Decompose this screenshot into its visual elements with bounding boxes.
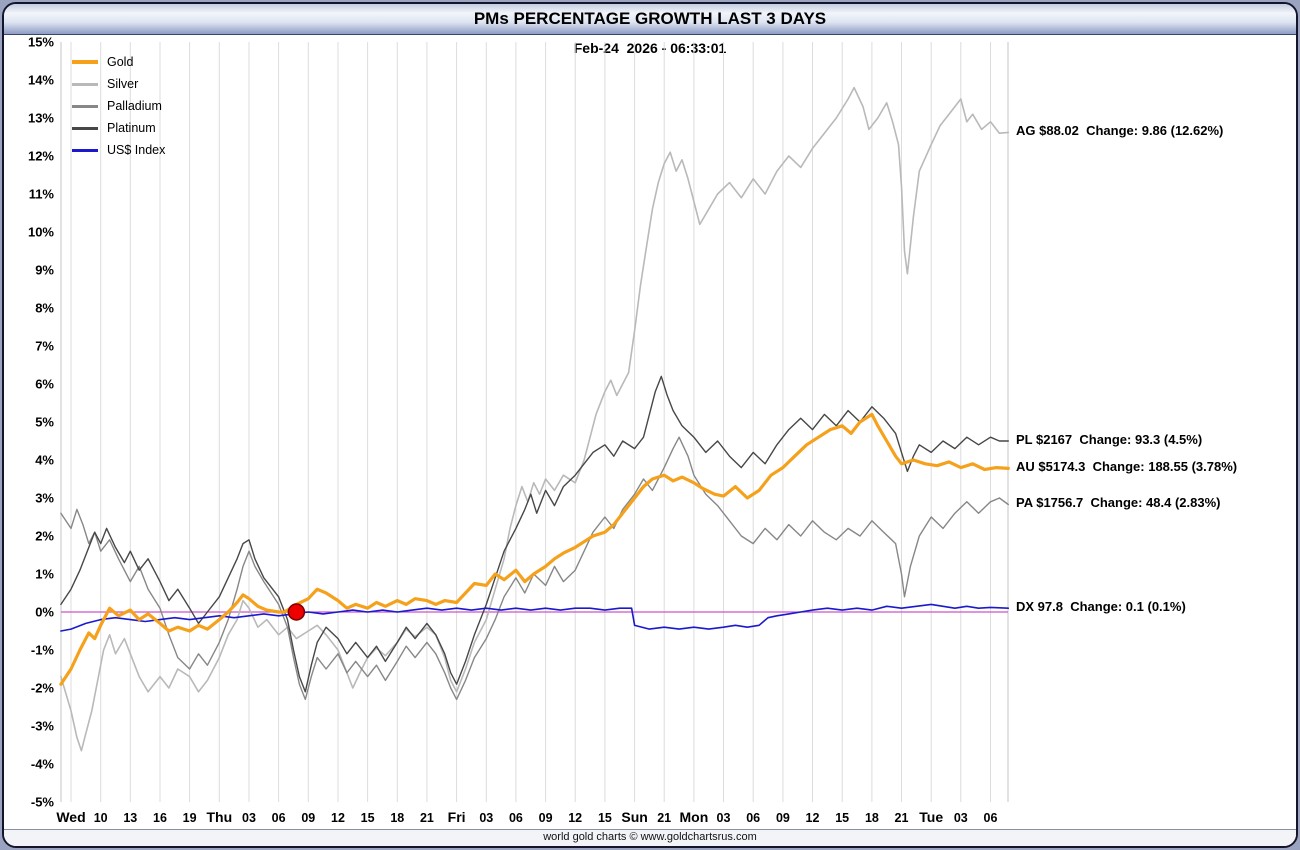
legend-swatch-gold bbox=[72, 60, 98, 64]
y-axis-label: -1% bbox=[31, 643, 55, 658]
legend-item-gold: Gold bbox=[72, 51, 165, 73]
y-axis-label: -2% bbox=[31, 681, 55, 696]
x-axis-label: 15 bbox=[835, 811, 849, 825]
x-axis-label: 06 bbox=[984, 811, 998, 825]
legend-label-usd-index: US$ Index bbox=[107, 143, 166, 157]
x-axis-label: Wed bbox=[56, 809, 85, 825]
x-axis-label: 09 bbox=[539, 811, 553, 825]
legend-item-palladium: Palladium bbox=[72, 95, 165, 117]
legend-item-platinum: Platinum bbox=[72, 117, 165, 139]
y-axis-label: -5% bbox=[31, 795, 55, 810]
x-axis-label: 13 bbox=[123, 811, 137, 825]
x-axis-label: 18 bbox=[865, 811, 879, 825]
x-axis-label: 09 bbox=[301, 811, 315, 825]
y-axis-label: 6% bbox=[35, 377, 54, 392]
y-axis-label: 11% bbox=[29, 187, 55, 202]
x-axis-label: 10 bbox=[94, 811, 108, 825]
plot-area: 15% 14% 13% 12% 11% 10% 9% 8% 7% 6% 5% 4% 3% 2% 1% 0% -1… bbox=[28, 35, 1010, 825]
series-end-label: DX 97.8 Change: 0.1 (0.1%) bbox=[1016, 599, 1186, 615]
x-axis-label: 12 bbox=[568, 811, 582, 825]
y-axis-label: 3% bbox=[35, 491, 54, 506]
x-axis-label: 06 bbox=[509, 811, 523, 825]
y-axis-label: 12% bbox=[28, 149, 54, 164]
x-axis-label: 03 bbox=[479, 811, 493, 825]
x-axis-label: Tue bbox=[919, 809, 943, 825]
x-axis-label: 15 bbox=[361, 811, 375, 825]
legend-label-platinum: Platinum bbox=[107, 121, 156, 135]
y-axis-label: 5% bbox=[35, 415, 54, 430]
legend-swatch-palladium bbox=[72, 104, 98, 108]
y-axis-label: 0% bbox=[35, 605, 54, 620]
y-axis-label: -3% bbox=[31, 719, 55, 734]
series-end-label: PA $1756.7 Change: 48.4 (2.83%) bbox=[1016, 495, 1221, 511]
y-axis-label: 13% bbox=[28, 111, 54, 126]
x-axis-label: Fri bbox=[448, 809, 466, 825]
x-axis-label: 21 bbox=[657, 811, 671, 825]
y-axis-label: 9% bbox=[35, 263, 54, 278]
legend-swatch-silver bbox=[72, 82, 98, 86]
x-axis-label: 19 bbox=[183, 811, 197, 825]
series-end-label: PL $2167 Change: 93.3 (4.5%) bbox=[1016, 432, 1203, 447]
x-axis-label: 12 bbox=[806, 811, 820, 825]
footer-credit: world gold charts © www.goldchartsrus.co… bbox=[4, 829, 1296, 846]
legend-label-palladium: Palladium bbox=[107, 99, 162, 113]
y-axis-label: -4% bbox=[31, 757, 55, 772]
y-axis-label: 1% bbox=[35, 567, 54, 582]
x-axis-label: 12 bbox=[331, 811, 345, 825]
y-axis-label: 15% bbox=[28, 35, 54, 50]
x-axis-label: 03 bbox=[954, 811, 968, 825]
series-line-silver bbox=[60, 86, 1010, 752]
x-axis-label: 21 bbox=[895, 811, 909, 825]
legend-label-gold: Gold bbox=[107, 55, 134, 69]
x-axis-label: 06 bbox=[746, 811, 760, 825]
x-axis-label: 09 bbox=[776, 811, 790, 825]
series-line-platinum bbox=[60, 375, 1009, 693]
y-axis-label: 7% bbox=[35, 339, 54, 354]
y-axis-label: 2% bbox=[35, 529, 54, 544]
legend: Gold Silver Palladium Platinum US$ Index bbox=[72, 51, 165, 161]
legend-label-silver: Silver bbox=[107, 77, 139, 91]
x-axis-label: 03 bbox=[242, 811, 256, 825]
x-axis-label: 03 bbox=[717, 811, 731, 825]
legend-item-usd-index: US$ Index bbox=[72, 139, 165, 161]
x-axis-label: 16 bbox=[153, 811, 167, 825]
series-line-palladium bbox=[60, 436, 1009, 701]
x-axis-label: Sun bbox=[621, 809, 647, 825]
series-end-label: AG $88.02 Change: 9.86 (12.62%) bbox=[1016, 123, 1224, 139]
series-end-label: AU $5174.3 Change: 188.55 (3.78%) bbox=[1016, 459, 1238, 475]
y-axis-label: 14% bbox=[28, 73, 54, 88]
current-time-marker bbox=[287, 603, 306, 621]
x-axis-label: 15 bbox=[598, 811, 612, 825]
y-axis-label: 10% bbox=[28, 225, 54, 240]
chart-title: PMs PERCENTAGE GROWTH LAST 3 DAYS bbox=[4, 4, 1296, 35]
legend-swatch-platinum bbox=[72, 126, 98, 130]
x-axis-label: 18 bbox=[390, 811, 404, 825]
legend-swatch-usd-index bbox=[72, 148, 98, 152]
y-axis-label: 4% bbox=[35, 453, 54, 468]
series-line-gold bbox=[59, 412, 1010, 686]
x-axis-label: Mon bbox=[680, 809, 709, 825]
x-axis-label: 21 bbox=[420, 811, 434, 825]
x-axis-label: Thu bbox=[206, 809, 232, 825]
y-axis-label: 8% bbox=[35, 301, 54, 316]
x-axis-label: 06 bbox=[272, 811, 286, 825]
legend-item-silver: Silver bbox=[72, 73, 165, 95]
